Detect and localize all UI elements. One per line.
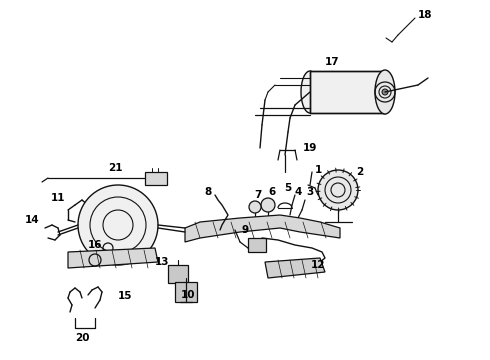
Text: 11: 11 — [51, 193, 65, 203]
Text: 12: 12 — [311, 260, 325, 270]
Bar — [145, 172, 167, 185]
Text: 8: 8 — [204, 187, 212, 197]
Text: 2: 2 — [356, 167, 364, 177]
Text: 21: 21 — [108, 163, 122, 173]
Bar — [175, 282, 197, 302]
Circle shape — [261, 198, 275, 212]
Circle shape — [318, 170, 358, 210]
Ellipse shape — [301, 71, 319, 113]
Text: 3: 3 — [306, 187, 314, 197]
Text: 19: 19 — [303, 143, 317, 153]
Text: 17: 17 — [325, 57, 339, 67]
Text: 6: 6 — [269, 187, 275, 197]
Circle shape — [78, 185, 158, 265]
Text: 9: 9 — [242, 225, 248, 235]
Text: 14: 14 — [24, 215, 39, 225]
Text: 4: 4 — [294, 187, 302, 197]
Text: 1: 1 — [315, 165, 321, 175]
Circle shape — [382, 89, 388, 95]
Bar — [248, 238, 266, 252]
Polygon shape — [68, 248, 158, 268]
Text: 16: 16 — [88, 240, 102, 250]
Ellipse shape — [375, 70, 395, 114]
Text: 13: 13 — [155, 257, 169, 267]
Circle shape — [249, 201, 261, 213]
Text: 7: 7 — [254, 190, 262, 200]
Text: 15: 15 — [118, 291, 132, 301]
Bar — [168, 265, 188, 283]
Polygon shape — [265, 258, 325, 278]
Bar — [310, 71, 385, 113]
Polygon shape — [185, 215, 340, 242]
Text: 18: 18 — [418, 10, 432, 20]
Text: 10: 10 — [181, 290, 195, 300]
Text: 5: 5 — [284, 183, 292, 193]
Text: 20: 20 — [75, 333, 89, 343]
